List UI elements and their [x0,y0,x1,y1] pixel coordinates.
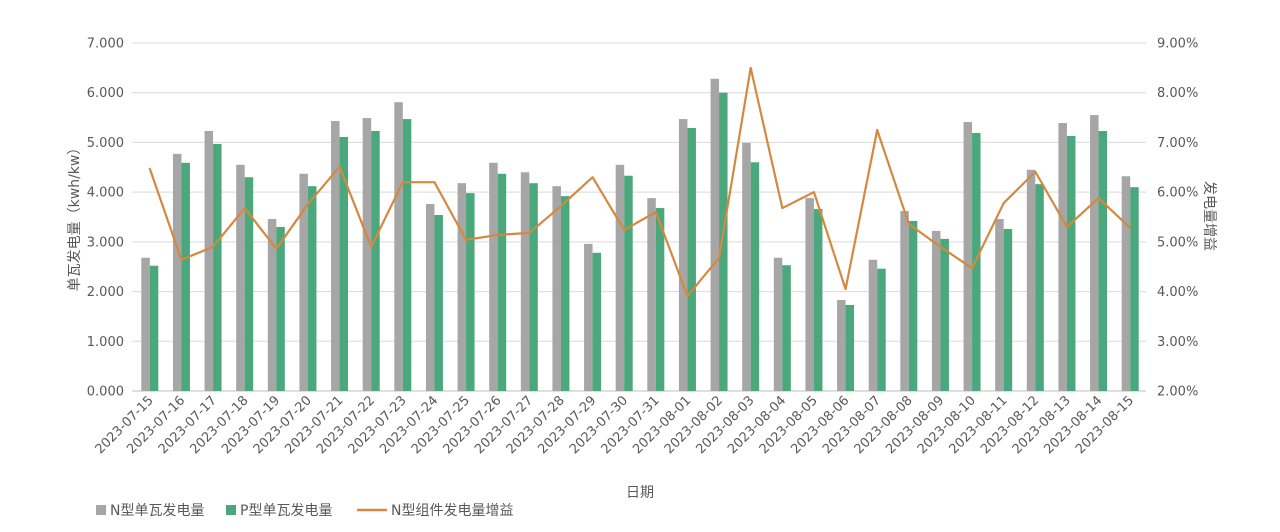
n-type-bar [710,78,720,391]
n-type-bar [425,204,435,391]
n-type-bar [1121,176,1131,391]
p-type-bar [750,162,760,391]
n-type-bar [805,198,814,391]
n-type-bar [1026,169,1036,391]
n-type-bar [394,102,403,391]
y-tick-label: 5.000 [87,136,124,151]
p-type-bar [687,128,696,391]
legend: N型单瓦发电量 P型单瓦发电量 N型组件发电量增益 [96,503,513,519]
p-type-bar [339,136,349,391]
y-axis-title: 单瓦发电量（kwh/kw） [67,141,83,292]
p-type-bar [1098,130,1108,392]
legend-label-n-type: N型单瓦发电量 [110,503,204,519]
p-type-bar [908,220,918,391]
y2-tick-label: 3.00% [1157,335,1198,350]
p-type-bar [782,265,791,391]
p-type-bar [307,186,317,391]
p-type-bar [1130,187,1139,391]
p-type-bar [276,226,285,391]
p-type-bar [244,177,254,391]
y-tick-label: 3.000 [87,235,124,250]
p-type-bar [845,304,855,391]
legend-item-gain: N型组件发电量增益 [357,503,513,519]
n-type-bar [172,153,182,391]
p-type-bar [655,208,665,391]
p-type-bar [466,193,475,391]
n-type-bar [1058,123,1067,391]
p-type-bar [1035,184,1044,391]
y-tick-label: 4.000 [87,186,124,201]
line-series [148,66,1132,298]
y-axis-ticks: 0.000 1.000 2.000 3.000 4.000 5.000 6.000 7.000 [87,37,124,400]
n-type-bar [647,198,656,391]
n-type-bar [1090,115,1099,391]
p-type-bar [1003,228,1013,391]
legend-item-p-type: P型单瓦发电量 [226,503,332,519]
n-type-bar [362,118,372,391]
n-type-bar [267,218,277,391]
p-type-bar [1066,135,1076,391]
p-type-bar [497,173,507,391]
n-type-bar [489,162,498,391]
p-type-bar [213,143,222,391]
n-type-bar [678,119,688,391]
p-type-bar [877,268,886,391]
legend-item-n-type: N型单瓦发电量 [96,503,204,519]
p-type-bar [719,92,728,392]
n-type-bar [837,300,846,391]
p-type-bar [972,132,981,392]
y2-tick-label: 9.00% [1157,37,1198,52]
y2-tick-label: 2.00% [1157,385,1198,400]
y-tick-label: 0.000 [87,385,124,400]
legend-swatch-p-type [226,505,236,515]
p-type-bar [149,265,159,391]
y2-tick-label: 5.00% [1157,235,1198,250]
y-tick-label: 1.000 [87,335,124,350]
p-type-bar [529,183,538,391]
gain-line [148,66,1132,298]
p-type-bar [624,175,633,391]
y-tick-label: 6.000 [87,86,124,101]
y-tick-label: 7.000 [87,37,124,52]
n-type-bar [773,257,783,391]
bar-series [141,78,1139,392]
y2-tick-label: 8.00% [1157,86,1198,101]
n-type-bar [141,257,150,391]
y2-axis-title: 发电量增益 [1201,181,1217,251]
n-type-bar [900,211,909,391]
n-type-bar [299,173,308,391]
n-type-bar [615,164,625,391]
p-type-bar [592,252,602,391]
n-type-bar [868,259,878,391]
y-tick-label: 2.000 [87,285,124,300]
y2-tick-label: 7.00% [1157,136,1198,151]
p-type-bar [560,196,570,391]
y2-tick-label: 4.00% [1157,285,1198,300]
n-type-bar [931,230,941,391]
x-axis-ticks: 2023-07-152023-07-162023-07-172023-07-18… [93,393,1137,457]
n-type-bar [520,172,530,391]
n-type-bar [457,183,467,391]
legend-label-p-type: P型单瓦发电量 [240,503,332,519]
legend-swatch-n-type [96,505,106,515]
p-type-bar [813,209,823,391]
n-type-bar [995,218,1004,391]
n-type-bar [584,243,593,391]
y2-axis-ticks: 2.00% 3.00% 4.00% 5.00% 6.00% 7.00% 8.00% 9.00% [1157,37,1198,400]
n-type-bar [552,186,561,391]
p-type-bar [181,162,190,391]
legend-label-gain: N型组件发电量增益 [391,503,513,519]
n-type-bar [236,164,245,391]
n-type-bar [204,130,214,392]
n-type-bar [963,122,973,392]
p-type-bar [371,130,380,392]
p-type-bar [434,215,443,391]
n-type-bar [742,142,751,391]
p-type-bar [402,119,412,391]
y2-tick-label: 6.00% [1157,186,1198,201]
p-type-bar [940,238,949,391]
n-type-bar [331,121,340,392]
x-axis-title: 日期 [626,485,654,501]
